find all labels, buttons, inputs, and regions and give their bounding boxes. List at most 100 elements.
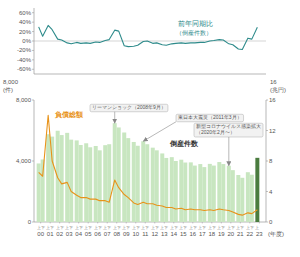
x-tick-label-line: 19 [218, 231, 225, 237]
bar [246, 172, 250, 222]
half-label-line: 下 [155, 225, 159, 230]
line [39, 115, 258, 215]
x-axis-line [34, 74, 266, 75]
x-tick-label: 21 [237, 231, 244, 237]
y-tick-label: 0% [22, 38, 31, 44]
bar [174, 161, 178, 222]
half-label-line: 下 [98, 225, 102, 230]
x-tick-label: 03 [66, 231, 73, 237]
bar [189, 162, 193, 222]
x-tick-label: 09 [123, 231, 130, 237]
y-tick-label: 0 [28, 219, 32, 225]
half-label: 下 [250, 225, 254, 230]
bar [65, 133, 69, 222]
y2-tick [266, 161, 268, 162]
x-tick [69, 222, 70, 224]
x-tick-label: 02 [56, 231, 63, 237]
x-tick [230, 222, 231, 224]
y-axis-label: 8,000(件) [3, 79, 19, 93]
annotation-box [90, 104, 168, 112]
series-label: 倒産件数 [169, 139, 199, 148]
line [39, 25, 258, 49]
bar [231, 170, 235, 222]
y2-tick-label: 16 [269, 97, 276, 103]
half-label: 下 [126, 225, 130, 230]
half-label: 下 [221, 225, 225, 230]
series-label: 前年同期比 [178, 20, 213, 27]
half-label: 下 [231, 225, 235, 230]
half-label-line: 下 [183, 225, 187, 230]
annotation-text-line: （2020年2月〜） [196, 129, 235, 135]
y-tick-label: 4,000 [16, 158, 32, 164]
half-label-line: 下 [202, 225, 206, 230]
x-tick-label-line: 15 [180, 231, 187, 237]
x-tick-label: 04 [75, 231, 82, 237]
y2-tick-label: 0 [269, 219, 273, 225]
x-tick-label-line: 01 [47, 231, 54, 237]
x-tick-label: 05 [85, 231, 92, 237]
bar [208, 164, 212, 222]
x-tick-label-line: 06 [94, 231, 101, 237]
x-tick [259, 222, 260, 224]
x-tick-label: 06 [94, 231, 101, 237]
bar [179, 160, 183, 222]
bar [69, 140, 73, 222]
x-tick-label: 10 [132, 231, 139, 237]
x-tick-label: 12 [151, 231, 158, 237]
x-tick [154, 222, 155, 224]
bar [136, 146, 140, 222]
x-tick-label: 20 [227, 231, 234, 237]
x-tick [173, 222, 174, 224]
bar [117, 127, 121, 222]
annotation-text-line: リーマンショック（2008年9月） [92, 104, 166, 110]
bar [60, 135, 64, 222]
half-label: 下 [60, 225, 64, 230]
half-label: 下 [212, 225, 216, 230]
x-tick [202, 222, 203, 224]
bar [164, 158, 168, 222]
x-tick-label-line: 18 [208, 231, 215, 237]
x-axis-label: (年度) [268, 230, 284, 237]
x-axis-label-line: (年度) [268, 230, 284, 237]
half-label: 下 [88, 225, 92, 230]
half-label-line: 下 [117, 225, 121, 230]
bar [126, 138, 130, 222]
half-label-line: 下 [231, 225, 235, 230]
x-tick-label-line: 03 [66, 231, 73, 237]
x-tick [88, 222, 89, 224]
y-tick [32, 31, 34, 32]
bar [212, 166, 216, 222]
y-tick-label: 20% [19, 29, 32, 35]
panel-1: 04,0008,00004812160001020304050607080910… [3, 79, 286, 237]
x-tick-label-line: 08 [113, 231, 120, 237]
plot-area [37, 115, 260, 222]
y-tick [32, 100, 34, 101]
y2-tick [266, 100, 268, 101]
bar [37, 163, 41, 222]
half-label-line: 下 [193, 225, 197, 230]
annotation-box [194, 123, 263, 137]
annotation-text: リーマンショック（2008年9月） [92, 104, 166, 110]
half-label: 下 [240, 225, 244, 230]
x-tick [59, 222, 60, 224]
y-tick-label: -40% [17, 57, 32, 63]
x-tick-label: 18 [208, 231, 215, 237]
half-label: 下 [155, 225, 159, 230]
bar [160, 153, 164, 222]
bar [75, 140, 79, 222]
x-tick [126, 222, 127, 224]
x-tick-label-line: 02 [56, 231, 63, 237]
bar [250, 175, 254, 222]
series-label: （倒産件数） [176, 29, 212, 37]
x-tick-label-line: 23 [256, 231, 263, 237]
half-label-line: 下 [50, 225, 54, 230]
x-tick-label-line: 04 [75, 231, 82, 237]
series-label-line: （倒産件数） [176, 29, 212, 37]
x-tick [40, 222, 41, 224]
annotation-text: 東日本大震災（2011年3月） [178, 114, 242, 120]
bar [88, 147, 92, 222]
half-label: 下 [50, 225, 54, 230]
bar [141, 141, 145, 222]
y2-tick-label-line: 16 [269, 97, 276, 103]
x-tick-label: 08 [113, 231, 120, 237]
